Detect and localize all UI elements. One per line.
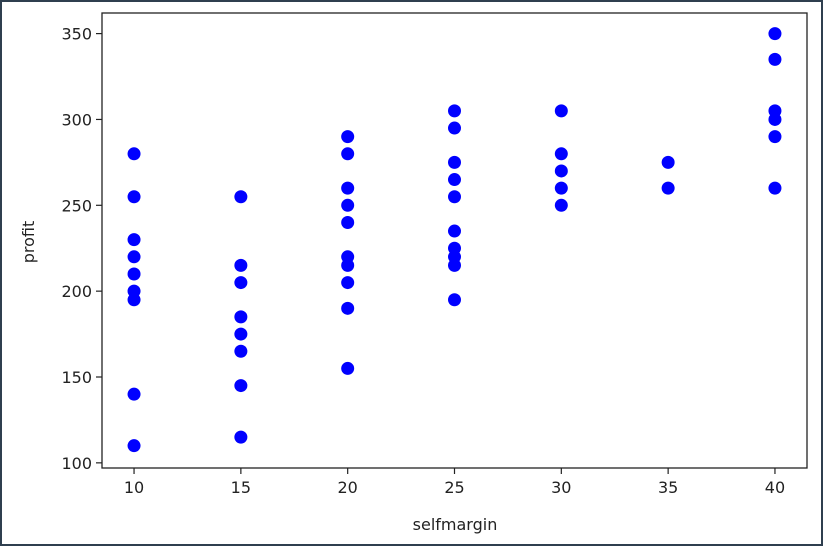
data-point: [768, 181, 782, 195]
data-point: [661, 155, 675, 169]
y-axis-label: profit: [19, 221, 38, 264]
x-axis-label: selfmargin: [413, 515, 498, 534]
y-axis: 100 150 200 250 300 350: [61, 25, 102, 473]
data-point: [341, 276, 355, 290]
data-point: [554, 104, 568, 118]
data-point: [234, 379, 248, 393]
data-point: [768, 130, 782, 144]
data-point: [127, 439, 141, 453]
data-point: [448, 173, 461, 187]
data-point: [127, 147, 141, 161]
data-point: [448, 258, 461, 272]
y-tick-label: 150: [61, 368, 92, 387]
data-point: [768, 27, 782, 41]
data-point: [234, 190, 248, 204]
plot-area: [101, 12, 808, 469]
data-point: [341, 130, 355, 144]
data-point: [127, 190, 141, 204]
data-point: [554, 147, 568, 161]
x-tick-label: 15: [231, 478, 251, 497]
data-point: [554, 198, 568, 212]
y-tick-label: 350: [61, 25, 92, 44]
data-point: [127, 250, 141, 264]
x-tick-label: 10: [124, 478, 144, 497]
data-point: [448, 104, 461, 118]
y-tick-label: 100: [61, 454, 92, 473]
data-points: [127, 27, 782, 453]
data-point: [127, 293, 141, 307]
data-point: [234, 327, 248, 341]
data-point: [234, 276, 248, 290]
data-point: [448, 155, 461, 169]
data-point: [448, 190, 461, 204]
data-point: [234, 344, 248, 358]
axes-box: [101, 12, 808, 469]
data-point: [554, 164, 568, 178]
data-point: [768, 112, 782, 126]
data-point: [341, 181, 355, 195]
x-tick-label: 30: [551, 478, 571, 497]
y-tick-label: 200: [61, 282, 92, 301]
y-tick-label: 300: [61, 110, 92, 129]
data-point: [661, 181, 675, 195]
data-point: [341, 215, 355, 229]
x-axis: 10 15 20 25 30 35 40: [124, 468, 785, 497]
x-tick-label: 20: [338, 478, 358, 497]
y-tick-label: 250: [61, 196, 92, 215]
data-point: [448, 121, 461, 135]
data-point: [127, 387, 141, 401]
data-point: [127, 267, 141, 281]
data-point: [341, 198, 355, 212]
data-point: [341, 361, 355, 375]
data-point: [448, 224, 461, 238]
data-point: [768, 52, 782, 66]
data-point: [127, 233, 141, 247]
x-tick-label: 40: [765, 478, 785, 497]
data-point: [341, 258, 355, 272]
data-point: [234, 310, 248, 324]
data-point: [448, 293, 461, 307]
x-tick-label: 25: [444, 478, 464, 497]
data-point: [234, 258, 248, 272]
data-point: [341, 301, 355, 315]
data-point: [234, 430, 248, 444]
data-point: [341, 147, 355, 161]
data-point: [554, 181, 568, 195]
x-tick-label: 35: [658, 478, 678, 497]
